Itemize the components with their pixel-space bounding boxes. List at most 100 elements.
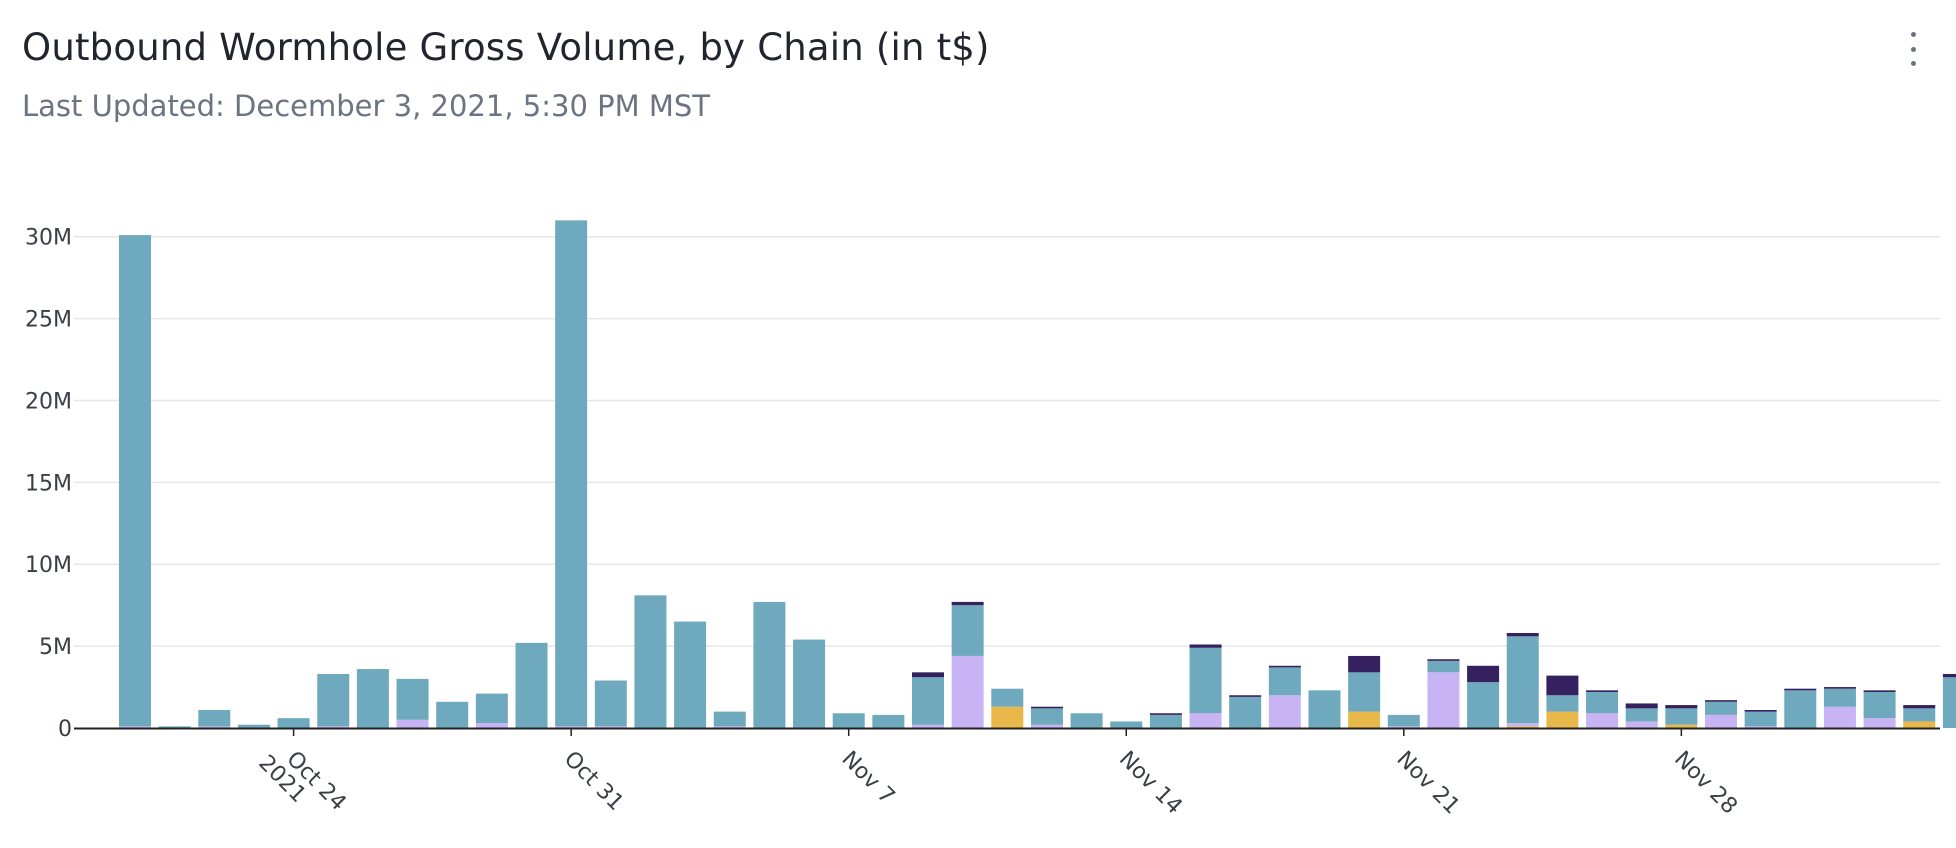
bar-segment — [1268, 667, 1301, 696]
x-tick-label: Nov 28 — [1669, 747, 1742, 820]
bar-segment — [317, 673, 350, 727]
bar-segment — [1149, 714, 1182, 728]
bar-segment — [1189, 647, 1222, 714]
bar-segment — [356, 669, 389, 728]
bar-segment — [674, 621, 707, 728]
bar-segment — [475, 723, 508, 728]
bar-segment — [119, 235, 151, 727]
bar-segment — [912, 677, 944, 725]
bars — [119, 220, 1956, 728]
bar-segment — [1387, 726, 1420, 728]
bar-segment — [1546, 711, 1579, 728]
bar-segment — [1784, 690, 1817, 728]
bar-segment — [1942, 673, 1956, 678]
bar-segment — [1427, 660, 1460, 673]
bar-segment — [237, 724, 270, 728]
bar-segment — [396, 719, 429, 728]
bar-segment — [1705, 700, 1737, 702]
bar-segment — [1665, 724, 1698, 728]
y-tick-label: 20M — [25, 389, 72, 414]
y-tick-label: 5M — [39, 635, 72, 660]
y-tick-label: 15M — [25, 471, 72, 496]
bar-segment — [317, 726, 350, 728]
bar-segment — [436, 701, 469, 728]
x-tick-label: Nov 21 — [1392, 747, 1465, 820]
bar-segment — [198, 709, 231, 727]
x-tick-label: Nov 7 — [836, 747, 899, 810]
x-tick-label: Oct 31 — [559, 747, 628, 816]
menu-dot — [1910, 32, 1916, 37]
bar-segment — [1110, 721, 1143, 728]
kebab-menu-icon[interactable] — [1896, 28, 1930, 70]
menu-dot — [1910, 61, 1916, 66]
bar-segment — [1149, 713, 1182, 715]
bar-segment — [1546, 695, 1579, 712]
bar-segment — [1665, 708, 1698, 725]
bar-segment — [1030, 724, 1063, 728]
bar-segment — [1863, 691, 1896, 719]
bar-segment — [991, 706, 1024, 728]
bar-segment — [1506, 633, 1539, 637]
bar-segment — [1229, 696, 1262, 728]
bar-segment — [1823, 687, 1856, 689]
bar-segment — [1030, 708, 1063, 725]
bar-segment — [1744, 726, 1777, 728]
bar-segment — [1229, 695, 1262, 697]
bar-segment — [475, 693, 508, 724]
bar-segment — [1506, 723, 1539, 727]
chart-title: Outbound Wormhole Gross Volume, by Chain… — [22, 26, 990, 69]
bar-segment — [1744, 709, 1777, 712]
bar-segment — [1823, 688, 1856, 707]
bar-segment — [1942, 677, 1956, 728]
bar-segment — [1903, 705, 1936, 709]
bar-segment — [1744, 711, 1777, 727]
bar-segment — [793, 639, 826, 728]
bar-segment — [991, 688, 1024, 707]
bar-segment — [1506, 636, 1539, 724]
bar-segment — [1586, 713, 1619, 728]
y-axis-ticks: 0 5M 10M 15M 20M 25M 30M — [25, 226, 72, 742]
bar-segment — [158, 726, 191, 728]
y-tick-label: 0 — [58, 717, 72, 742]
bar-segment — [912, 724, 944, 728]
bar-segment — [912, 672, 944, 678]
bar-segment — [1705, 701, 1737, 715]
gridlines — [74, 235, 1940, 647]
bar-segment — [1586, 690, 1619, 692]
bar-segment — [555, 220, 588, 727]
bar-segment — [594, 726, 627, 728]
bar-segment — [555, 726, 588, 728]
bar-segment — [198, 726, 231, 728]
bar-segment — [277, 718, 310, 728]
bar-segment — [1625, 703, 1658, 709]
bar-segment — [1506, 726, 1539, 728]
bar-segment — [1903, 721, 1936, 728]
bar-segment — [1546, 675, 1579, 696]
bar-segment — [1863, 690, 1896, 692]
bar-segment — [951, 655, 984, 728]
bar-segment — [832, 713, 865, 728]
bar-segment — [1348, 655, 1381, 673]
bar-segment — [1467, 682, 1500, 728]
bar-segment — [1030, 706, 1063, 709]
bar-segment — [1189, 644, 1222, 648]
y-tick-label: 30M — [25, 226, 72, 251]
bar-segment — [594, 680, 627, 727]
bar-segment — [1625, 721, 1658, 728]
bar-segment — [1705, 714, 1737, 728]
bar-segment — [1348, 672, 1381, 712]
last-updated-text: Last Updated: December 3, 2021, 5:30 PM … — [22, 89, 710, 123]
bar-segment — [1625, 708, 1658, 722]
bar-segment — [753, 601, 786, 728]
bar-segment — [396, 678, 429, 720]
bar-segment — [1348, 711, 1381, 728]
bar-segment — [1268, 665, 1301, 668]
bar-segment — [1427, 672, 1460, 728]
bar-segment — [872, 714, 905, 728]
bar-segment — [1586, 691, 1619, 714]
bar-segment — [119, 726, 151, 728]
bar-segment — [1784, 688, 1817, 691]
menu-dot — [1910, 46, 1916, 52]
